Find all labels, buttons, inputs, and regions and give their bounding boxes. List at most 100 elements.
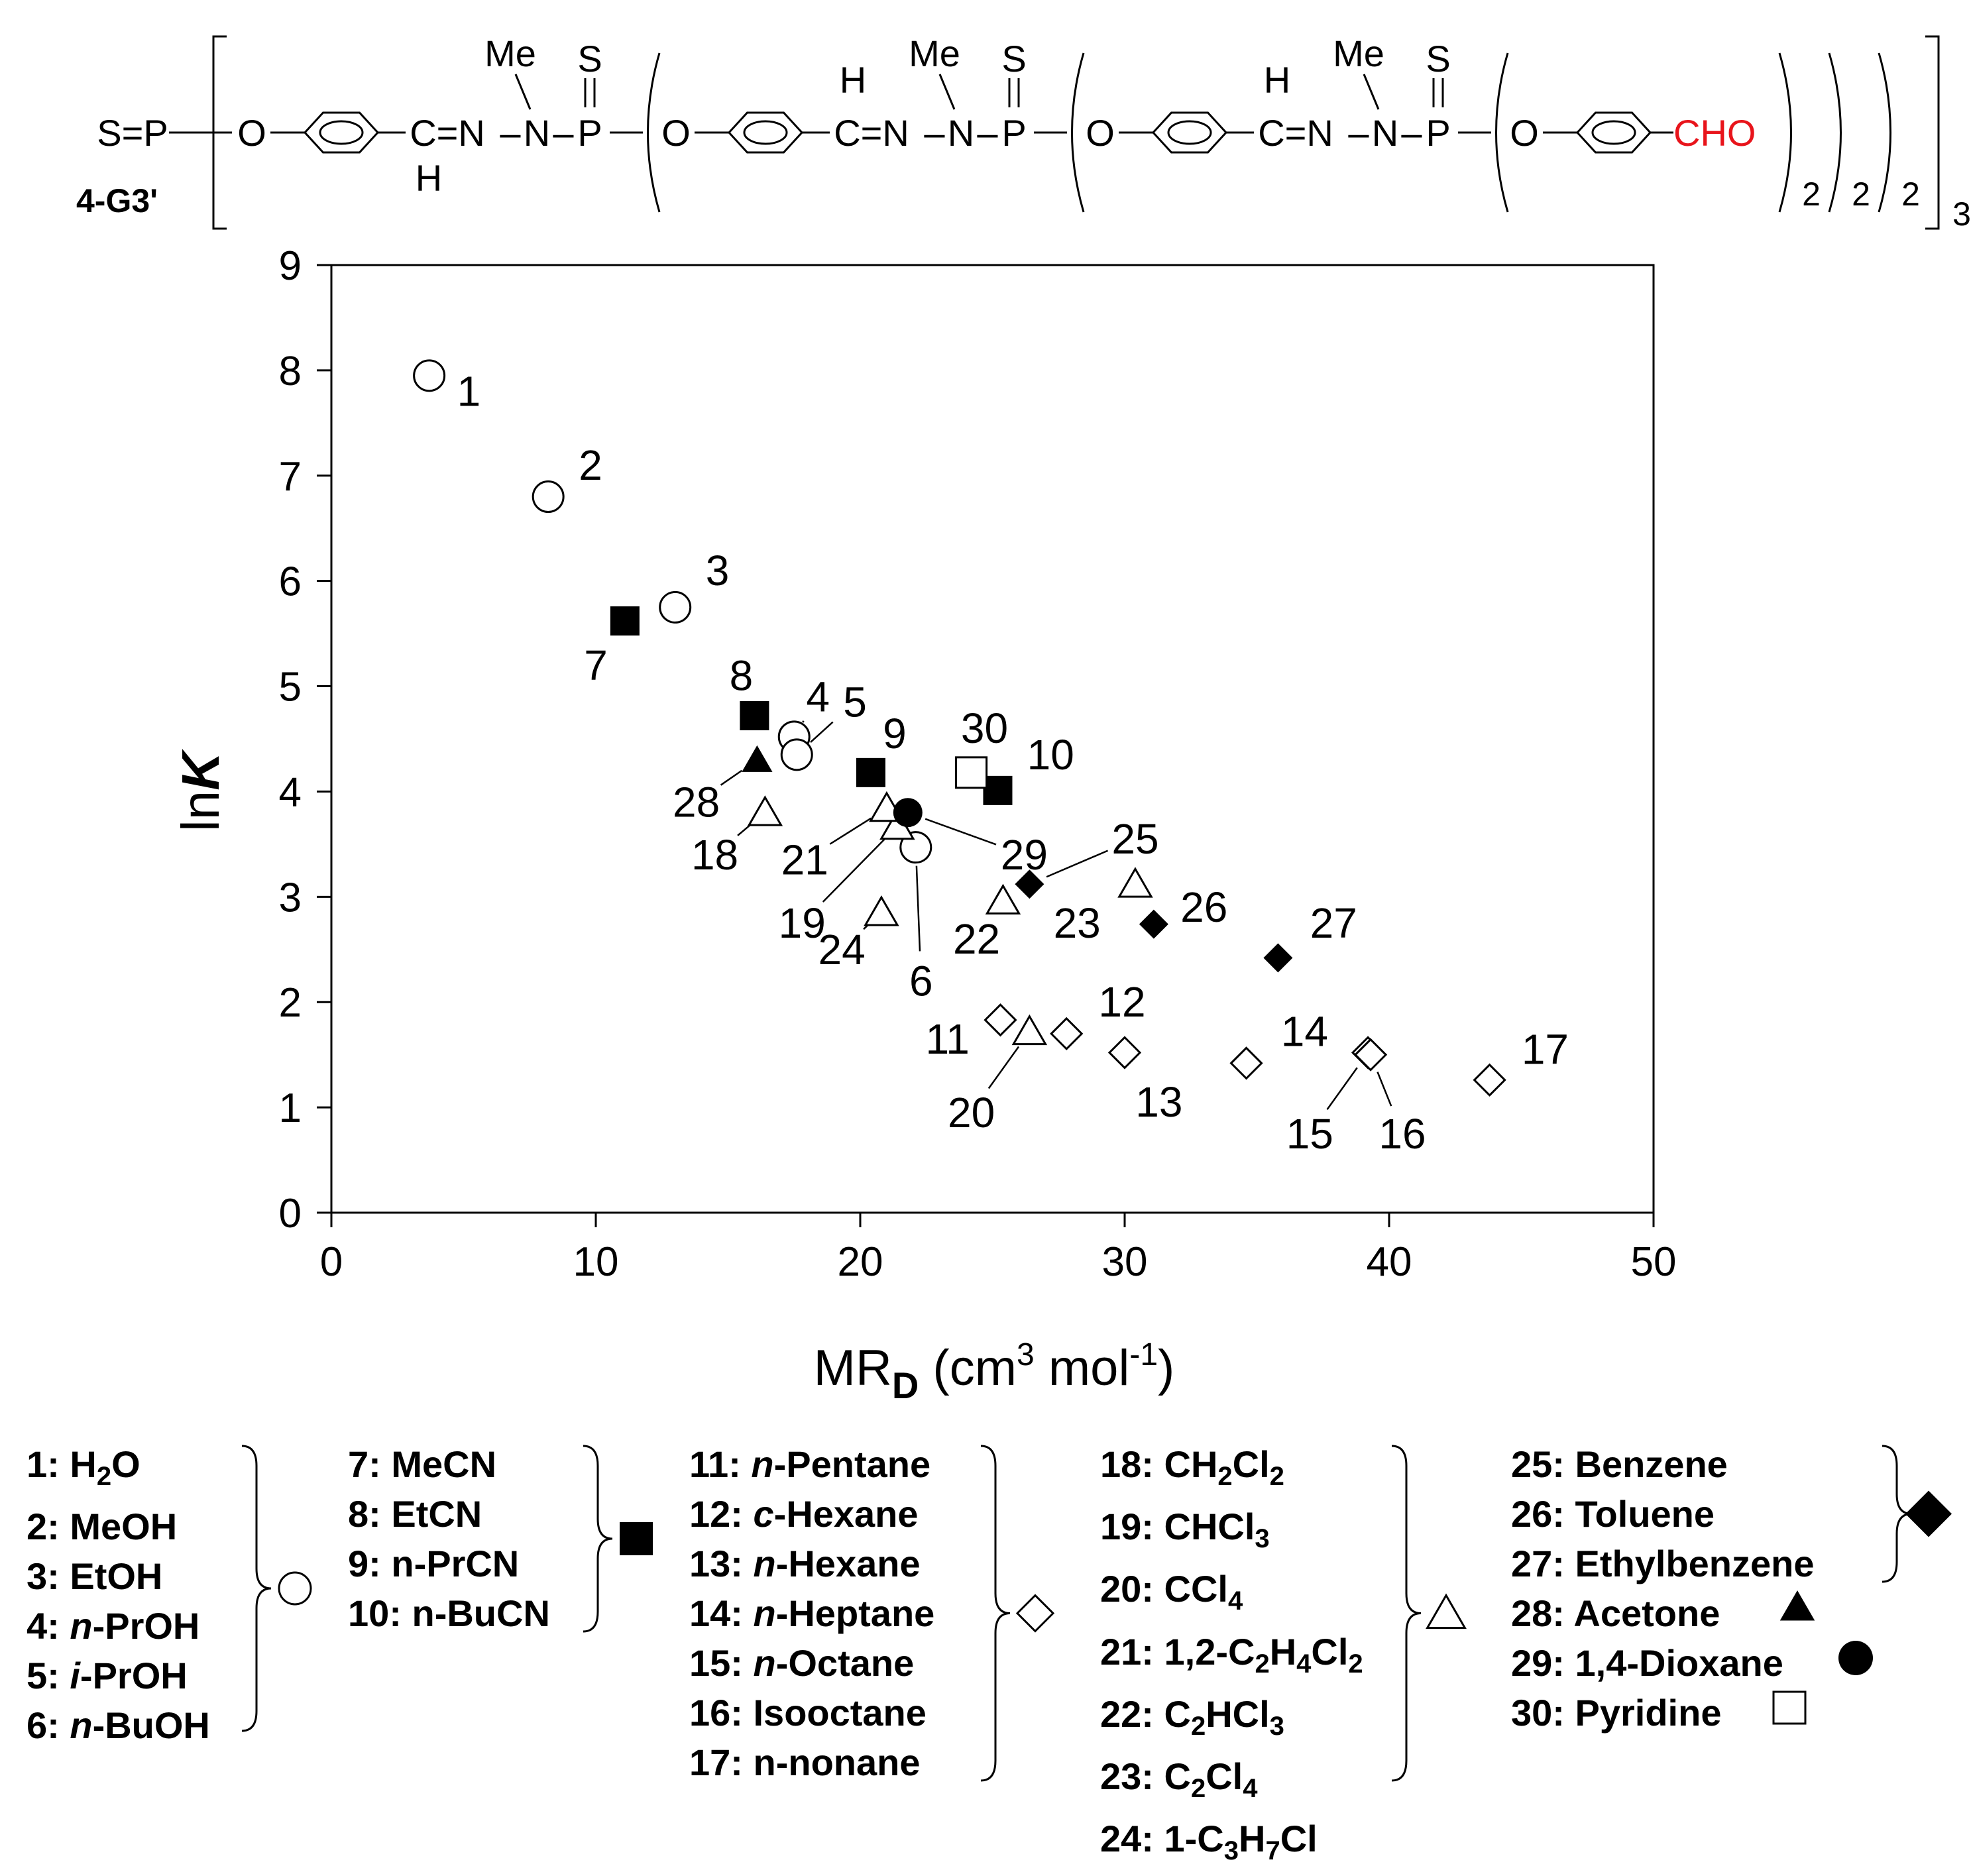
data-point-3 [659,590,692,624]
legend-column: 11: n-Pentane 12: c-Hexane 13: n-Hexane 14:… [689,1439,934,1787]
legend-text: i [70,1655,80,1697]
data-point-24 [864,895,899,926]
legend-entry: 18: CH2Cl2 [1100,1439,1363,1502]
legend-number: 17: [689,1741,754,1783]
legend-text: n [70,1605,93,1647]
legend-brace-aromatics [1882,1445,1912,1583]
data-point-25 [1015,869,1044,899]
legend-text: 1,2-C [1164,1630,1255,1673]
legend-text: 2 [1348,1649,1363,1679]
open-paren [1495,52,1509,213]
x-axis-title: MRD (cm3 mol-1) [814,1337,1175,1406]
legend-text: H [1269,1630,1297,1673]
x-tick-label: 0 [320,1239,343,1285]
legend-text: Toluene [1575,1493,1715,1535]
legend-entry: 17: n-nonane [689,1738,934,1787]
point-label-21: 21 [781,836,828,884]
legend-number: 16: [689,1692,754,1734]
legend-text: Benzene [1575,1443,1728,1485]
legend-marker-triangle-filled [1779,1590,1815,1621]
data-point-2 [532,480,565,514]
legend-text: n [70,1704,93,1747]
structure-atom-label: P [1426,112,1450,154]
legend-text: H [70,1443,97,1485]
legend-entry: 5: i-PrOH [27,1651,210,1700]
legend-marker-diamond-open [1015,1594,1055,1633]
legend-brace-alcohols [241,1445,272,1732]
legend-text: CCl [1164,1568,1228,1610]
point-label-2: 2 [579,441,602,489]
legend-number: 10: [348,1592,412,1634]
legend-text: Cl [1280,1818,1318,1860]
data-point-9 [856,757,885,787]
structure-atom-label: O [661,112,691,154]
legend-entry: 29: 1,4-Dioxane [1511,1638,1814,1688]
point-label-27: 27 [1310,899,1357,947]
legend-number: 11: [689,1443,752,1485]
legend-number: 3: [27,1555,70,1598]
legend-text: Acetone [1573,1592,1720,1634]
data-point-28 [742,745,773,772]
legend-entry: 14: n-Heptane [689,1588,934,1638]
legend-brace-alkanes [980,1445,1011,1782]
legend-number: 30: [1511,1692,1575,1734]
compound-label: 4-G3' [76,182,158,219]
legend-number: 5: [27,1655,70,1697]
point-label-29: 29 [1001,831,1048,879]
legend-entry: 22: C2HCl3 [1100,1689,1363,1751]
legend-entry: 11: n-Pentane [689,1439,934,1489]
legend-column: 25: Benzene 26: Toluene 27: Ethylbenzene 28… [1511,1439,1814,1738]
legend-brace-nitriles [583,1445,613,1633]
legend-text: n [751,1443,774,1485]
legend-text: 1,4-Dioxane [1575,1642,1783,1684]
legend-text: 1-C [1164,1818,1224,1860]
legend-number: 2: [27,1506,70,1548]
legend-text: n [753,1642,776,1684]
point-label-24: 24 [818,926,865,973]
data-point-13 [1107,1036,1142,1070]
structure-atom-label: O [1086,112,1115,154]
leader-line-21 [829,817,872,845]
data-point-30 [955,756,988,789]
point-label-16: 16 [1379,1110,1426,1158]
legend-column: 7: MeCN 8: EtCN 9: n-PrCN 10: n-BuCN [348,1439,550,1638]
y-tick-label: 6 [279,559,302,605]
legend-entry: 2: MeOH [27,1502,210,1551]
legend-text: c [753,1493,774,1535]
legend-text: 4 [1296,1649,1312,1679]
legend-number: 13: [689,1543,754,1584]
point-label-10: 10 [1027,731,1074,779]
data-point-16 [1353,1038,1388,1072]
close-paren [1778,52,1792,213]
structure-atom-label: 3 [1952,195,1971,233]
legend-number: 7: [348,1443,392,1485]
legend-number: 4: [27,1605,70,1647]
legend-entry: 30: Pyridine [1511,1688,1814,1738]
x-tick-label: 10 [573,1239,619,1285]
benzene-ring [303,111,380,154]
open-paren [647,52,661,213]
y-tick-label: 2 [279,980,302,1026]
legend-entry: 7: MeCN [348,1439,550,1489]
y-axis-title: lnK [171,749,230,832]
x-tick-label: 30 [1102,1239,1148,1285]
legend-entry: 20: CCl4 [1100,1564,1363,1626]
legend-entry: 4: n-PrOH [27,1601,210,1651]
point-label-26: 26 [1180,883,1227,931]
legend-text: 2 [96,1462,112,1492]
legend-number: 6: [27,1704,70,1747]
structure-atom-label: – [553,112,574,154]
data-point-20 [1011,1014,1048,1046]
point-label-13: 13 [1135,1078,1182,1126]
legend-entry: 6: n-BuOH [27,1700,210,1750]
leader-line-5 [810,721,834,743]
leader-line-18 [737,824,752,836]
methyl-bond [514,74,532,110]
point-label-20: 20 [948,1089,995,1136]
legend-text: Pyridine [1575,1692,1722,1734]
data-point-27 [1263,943,1293,973]
ring-aromatic-circle [1167,120,1212,145]
legend-marker-circle-open [278,1571,312,1606]
legend-number: 23: [1100,1755,1164,1797]
